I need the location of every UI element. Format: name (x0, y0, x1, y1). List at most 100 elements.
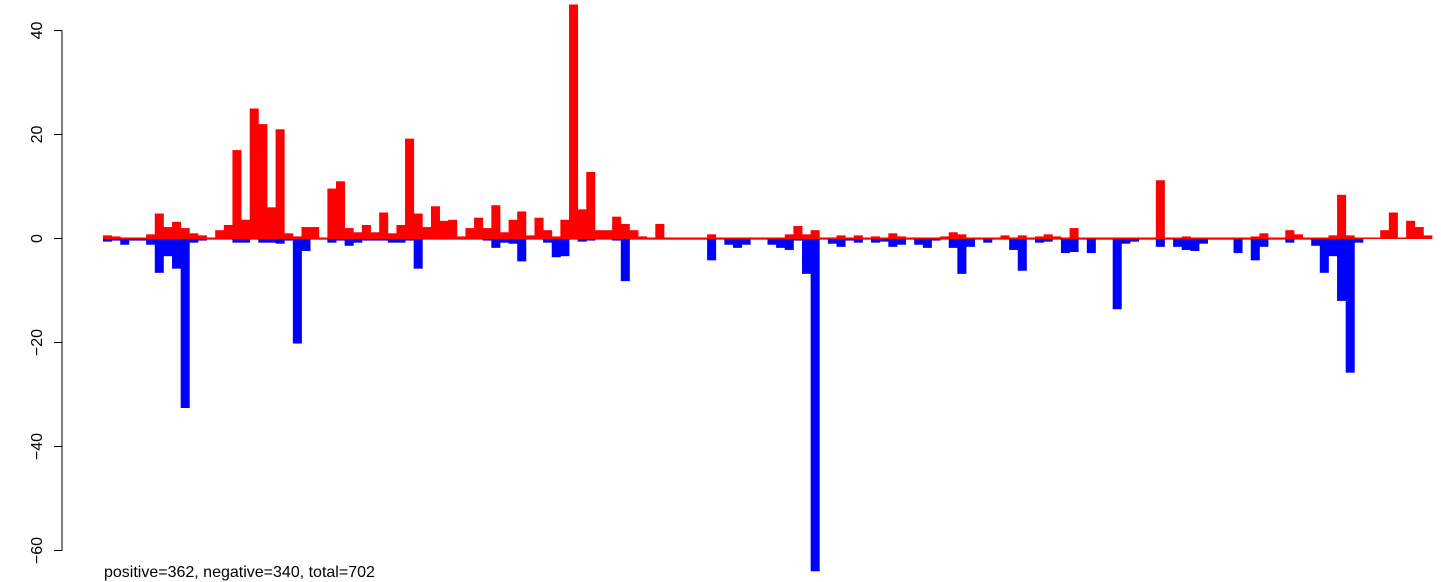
negative-bar (1259, 238, 1269, 247)
negative-bar (612, 238, 622, 241)
positive-bar (146, 234, 156, 239)
positive-bar (836, 235, 846, 239)
negative-bar (922, 238, 932, 248)
negative-bar (1000, 238, 1010, 240)
positive-bar (1216, 237, 1226, 239)
y-tick-label: −20 (29, 329, 46, 356)
positive-bar (991, 237, 1001, 239)
positive-bar (379, 212, 389, 239)
positive-bar (577, 209, 587, 239)
positive-bar (689, 237, 699, 239)
positive-bar (241, 219, 251, 239)
negative-bar (1164, 238, 1174, 240)
negative-bar (569, 238, 579, 240)
positive-bar (905, 237, 915, 239)
positive-bar (448, 219, 458, 239)
negative-bar (888, 238, 898, 247)
positive-bar (629, 230, 639, 239)
negative-bar (1035, 238, 1045, 243)
negative-bar (1337, 238, 1347, 301)
negative-bar (991, 238, 1001, 240)
negative-bar (707, 238, 717, 261)
positive-bar (983, 237, 993, 239)
positive-bar (491, 205, 501, 239)
positive-bar (663, 237, 673, 239)
negative-bar (715, 238, 725, 240)
positive-bar (1337, 194, 1347, 239)
negative-bar (974, 238, 984, 240)
negative-bar (1060, 238, 1070, 254)
positive-bar (197, 235, 207, 239)
negative-bar (474, 238, 484, 240)
positive-bar (741, 237, 751, 239)
negative-bar (1198, 238, 1209, 244)
positive-bar (594, 230, 604, 239)
positive-bar (223, 224, 233, 239)
negative-bar (413, 238, 423, 269)
positive-bar (482, 228, 492, 239)
positive-bar (1302, 237, 1312, 239)
negative-bar (983, 238, 993, 243)
negative-bar (1354, 238, 1364, 243)
positive-bar (163, 227, 173, 239)
positive-bar (715, 237, 725, 239)
negative-bar (629, 238, 639, 240)
negative-bar (810, 238, 820, 572)
negative-bar (111, 238, 121, 241)
negative-bar (292, 238, 302, 344)
positive-bar (1362, 237, 1372, 239)
negative-bar (1147, 238, 1157, 240)
positive-bar (853, 235, 863, 239)
negative-bar (819, 238, 829, 240)
negative-bar (172, 238, 182, 269)
positive-bar (1328, 235, 1338, 239)
negative-bar (1216, 238, 1226, 240)
negative-bar (430, 238, 440, 240)
positive-bar (1052, 236, 1062, 239)
negative-bar (776, 238, 786, 248)
negative-bar (448, 238, 458, 240)
negative-bar (1104, 238, 1114, 240)
positive-bar (474, 217, 484, 239)
positive-bar (206, 237, 216, 239)
positive-bar (422, 227, 432, 239)
negative-bar (128, 238, 138, 241)
positive-bar (284, 233, 294, 239)
positive-bar (1026, 237, 1036, 239)
negative-bar (750, 238, 760, 240)
negative-bar (1268, 238, 1278, 240)
negative-bar (577, 238, 587, 242)
negative-bar (965, 238, 976, 247)
negative-bar (232, 238, 242, 243)
positive-bar (1155, 180, 1165, 239)
negative-bar (1052, 238, 1062, 240)
positive-bar (948, 232, 958, 239)
negative-bar (1129, 238, 1139, 242)
positive-bar (1276, 237, 1286, 239)
positive-bar (1078, 237, 1088, 239)
negative-bar (336, 238, 346, 241)
positive-bar (249, 108, 259, 239)
negative-bar (1224, 238, 1234, 240)
negative-bar (508, 238, 518, 244)
negative-bar (1086, 238, 1096, 254)
positive-bar (810, 230, 820, 239)
positive-bar (1147, 237, 1157, 239)
negative-bar (1173, 238, 1183, 247)
negative-bar (1026, 238, 1036, 240)
negative-bar (663, 238, 673, 240)
positive-bar (1095, 237, 1105, 239)
positive-bar (103, 235, 113, 239)
positive-bar (1060, 237, 1070, 239)
positive-bar (543, 230, 553, 239)
positive-bar (1121, 237, 1131, 239)
positive-bar (1043, 234, 1053, 239)
positive-bar (1000, 235, 1010, 239)
positive-bar (603, 230, 613, 239)
negative-bar (482, 238, 492, 241)
negative-bar (137, 238, 147, 241)
positive-bar (430, 206, 440, 239)
negative-bar (1319, 238, 1329, 273)
positive-bar (776, 237, 786, 239)
positive-bar (871, 236, 881, 239)
